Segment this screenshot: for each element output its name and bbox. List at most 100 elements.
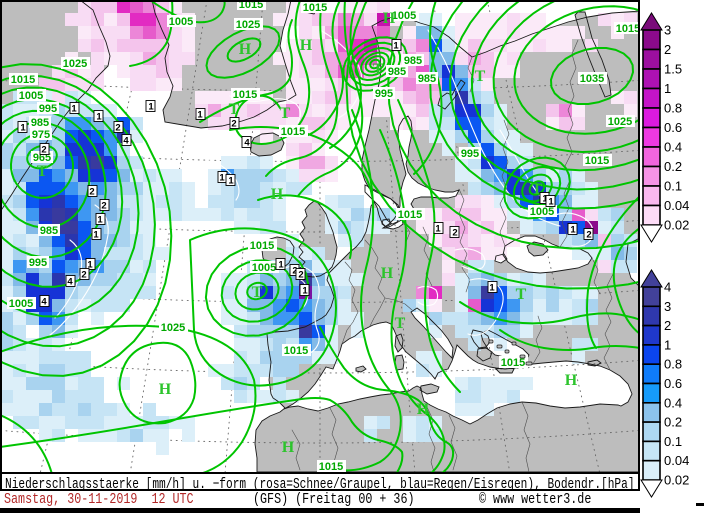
svg-text:T: T: [252, 284, 263, 301]
svg-text:T: T: [475, 68, 486, 85]
svg-text:995: 995: [29, 257, 47, 269]
svg-text:T: T: [280, 105, 291, 122]
svg-text:1: 1: [542, 194, 548, 205]
svg-text:T: T: [37, 163, 48, 180]
svg-text:1015: 1015: [319, 461, 343, 473]
svg-text:H: H: [565, 372, 578, 389]
svg-text:1015: 1015: [233, 89, 257, 101]
svg-text:1: 1: [93, 230, 99, 241]
svg-text:0.04: 0.04: [664, 198, 689, 213]
svg-text:T: T: [373, 61, 384, 78]
svg-text:1015: 1015: [281, 126, 305, 138]
svg-text:1005: 1005: [530, 206, 554, 218]
svg-text:985: 985: [31, 117, 49, 129]
svg-text:965: 965: [33, 152, 51, 164]
svg-text:0.8: 0.8: [664, 101, 682, 116]
svg-text:1005: 1005: [9, 298, 33, 310]
svg-text:H: H: [300, 37, 313, 54]
svg-text:4: 4: [664, 280, 671, 295]
svg-text:1: 1: [664, 337, 671, 352]
svg-text:2: 2: [41, 145, 46, 156]
svg-text:H: H: [383, 10, 396, 27]
svg-text:1: 1: [278, 260, 284, 271]
svg-text:1015: 1015: [303, 2, 327, 14]
svg-text:0.2: 0.2: [664, 159, 682, 174]
svg-text:2: 2: [586, 230, 591, 241]
svg-text:1015: 1015: [616, 23, 640, 35]
svg-text:0.6: 0.6: [664, 376, 682, 391]
svg-text:1: 1: [570, 225, 576, 236]
svg-text:0.1: 0.1: [664, 434, 682, 449]
svg-text:T: T: [516, 286, 527, 303]
svg-text:0.02: 0.02: [664, 473, 689, 488]
svg-text:4: 4: [244, 138, 250, 149]
svg-text:1: 1: [302, 286, 308, 297]
svg-text:985: 985: [404, 55, 422, 67]
svg-text:1: 1: [97, 215, 103, 226]
svg-text:4: 4: [123, 136, 129, 147]
svg-text:985: 985: [388, 66, 406, 78]
svg-text:0.02: 0.02: [664, 218, 689, 233]
svg-text:1005: 1005: [169, 16, 193, 28]
svg-text:1: 1: [489, 283, 495, 294]
svg-text:1025: 1025: [236, 19, 260, 31]
svg-text:995: 995: [375, 88, 393, 100]
svg-text:1: 1: [219, 173, 225, 184]
svg-text:0.4: 0.4: [664, 395, 682, 410]
svg-text:1: 1: [148, 102, 154, 113]
svg-text:1: 1: [20, 123, 26, 134]
svg-text:1015: 1015: [398, 209, 422, 221]
svg-text:1015: 1015: [250, 240, 274, 252]
svg-text:T: T: [229, 101, 240, 118]
svg-text:1: 1: [87, 260, 93, 271]
svg-text:1005: 1005: [252, 262, 276, 274]
svg-text:1025: 1025: [608, 116, 632, 128]
svg-text:0.6: 0.6: [664, 120, 682, 135]
svg-text:975: 975: [32, 129, 50, 141]
svg-text:H: H: [417, 401, 430, 418]
svg-text:1.5: 1.5: [664, 62, 682, 77]
svg-text:0.04: 0.04: [664, 453, 689, 468]
svg-text:1005: 1005: [392, 10, 416, 22]
svg-text:2: 2: [452, 228, 457, 239]
svg-text:2: 2: [292, 266, 297, 277]
svg-text:1015: 1015: [284, 345, 308, 357]
svg-text:T: T: [532, 181, 543, 198]
svg-text:1015: 1015: [239, 0, 263, 11]
svg-text:985: 985: [418, 73, 436, 85]
svg-text:H: H: [159, 381, 172, 398]
svg-text:0.2: 0.2: [664, 415, 682, 430]
svg-text:1015: 1015: [501, 357, 525, 369]
svg-text:4: 4: [41, 297, 47, 308]
svg-text:1: 1: [393, 41, 399, 52]
svg-text:2: 2: [89, 187, 94, 198]
svg-text:2: 2: [298, 270, 303, 281]
svg-text:2: 2: [101, 201, 106, 212]
svg-text:0.8: 0.8: [664, 357, 682, 372]
svg-text:2: 2: [115, 123, 120, 134]
svg-text:H: H: [282, 439, 295, 456]
svg-text:1: 1: [435, 224, 441, 235]
svg-text:1015: 1015: [11, 74, 35, 86]
svg-text:H: H: [271, 186, 284, 203]
svg-text:T: T: [395, 315, 406, 332]
svg-text:1: 1: [96, 112, 102, 123]
svg-text:H: H: [381, 265, 394, 282]
svg-text:1005: 1005: [19, 90, 43, 102]
svg-text:995: 995: [39, 103, 57, 115]
svg-text:985: 985: [40, 225, 58, 237]
svg-text:1025: 1025: [161, 322, 185, 334]
svg-text:1: 1: [228, 176, 234, 187]
svg-text:1015: 1015: [585, 155, 609, 167]
svg-text:3: 3: [664, 23, 671, 38]
svg-text:2: 2: [231, 119, 236, 130]
svg-text:0.4: 0.4: [664, 140, 682, 155]
svg-text:3: 3: [664, 299, 671, 314]
svg-text:1025: 1025: [63, 58, 87, 70]
svg-text:2: 2: [664, 42, 671, 57]
svg-text:2: 2: [664, 318, 671, 333]
svg-text:1: 1: [548, 197, 554, 208]
svg-text:1: 1: [71, 104, 77, 115]
svg-text:1: 1: [664, 81, 671, 96]
svg-text:1035: 1035: [580, 73, 604, 85]
